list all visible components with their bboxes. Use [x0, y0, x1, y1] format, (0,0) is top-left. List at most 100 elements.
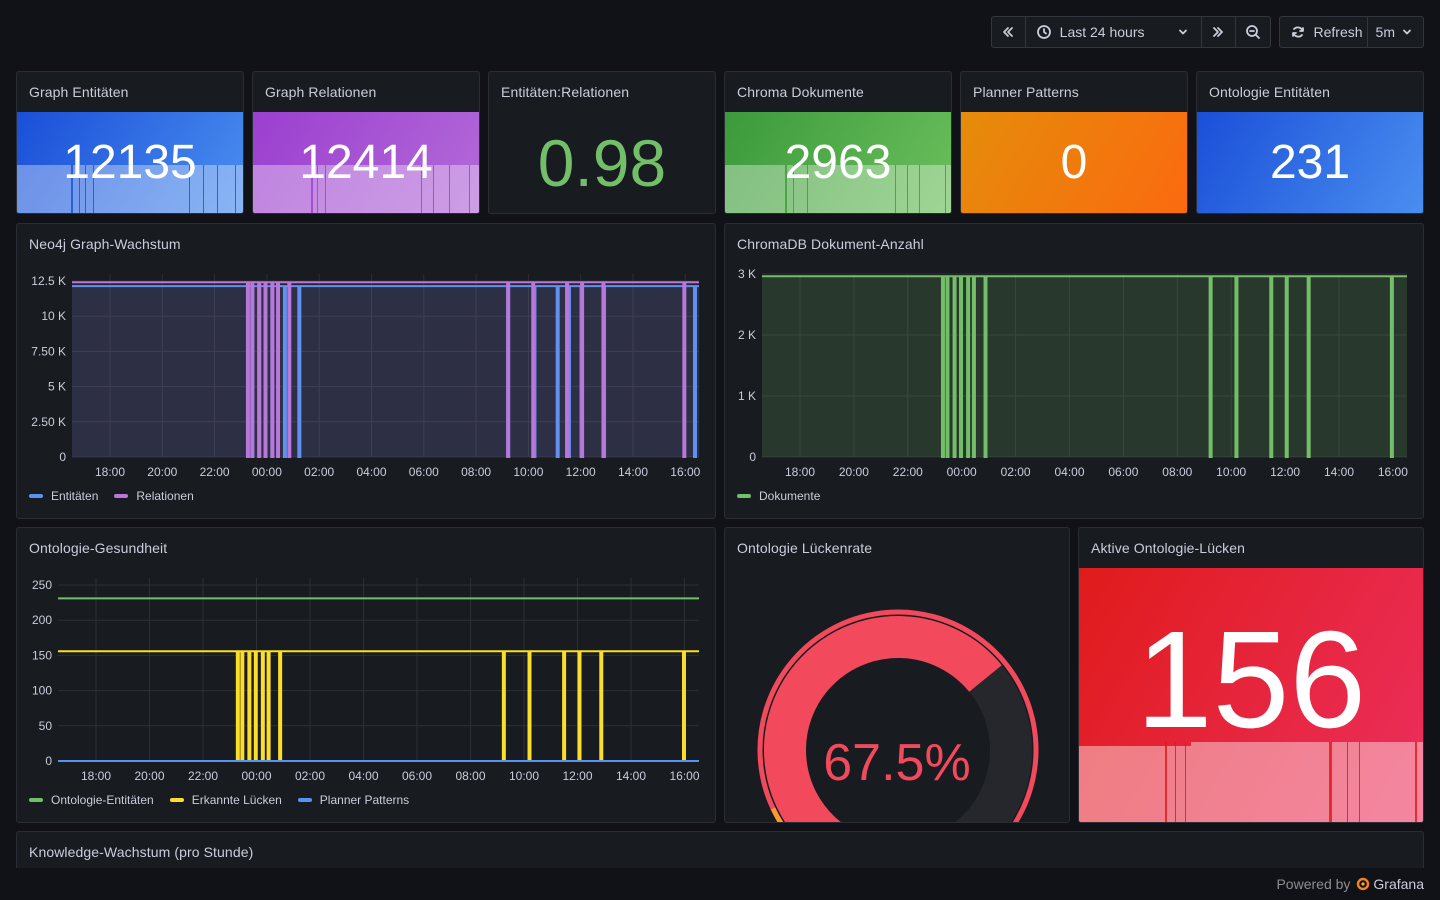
legend-item-relations[interactable]: Relationen [114, 489, 194, 503]
legend-item-ontology-entities[interactable]: Ontologie-Entitäten [29, 793, 154, 807]
panel-title: Ontologie Lückenrate [737, 540, 873, 556]
chevron-down-icon [1403, 29, 1411, 35]
legend-item-detected-gaps[interactable]: Erkannte Lücken [169, 793, 282, 807]
stat-value: 12135 [63, 136, 197, 189]
stat-background: 12135 [17, 112, 243, 213]
x-tick-label: 00:00 [947, 465, 977, 479]
x-tick-label: 08:00 [1162, 465, 1192, 479]
refresh-button[interactable]: Refresh [1280, 17, 1368, 47]
stat-panel-ratio[interactable]: Entitäten:Relationen 0.98 [488, 71, 716, 214]
stat-value: 0.98 [537, 125, 667, 200]
stat-panel-graph-entities[interactable]: Graph Entitäten 12135 [16, 71, 244, 214]
time-shift-back-button[interactable] [992, 17, 1026, 47]
gauge-value: 67.5% [823, 734, 971, 792]
y-tick-label: 12.5 K [31, 274, 66, 288]
x-tick-label: 22:00 [188, 769, 218, 783]
timeseries-panel-neo4j[interactable]: Neo4j Graph-Wachstum 0 2.50 K 5 K 7.50 K 10 … [16, 223, 716, 519]
neo4j-chart: 0 2.50 K 5 K 7.50 K 10 K 12.5 K 18:00 20:00 22:0… [31, 274, 701, 479]
legend-swatch [297, 798, 312, 802]
x-tick-label: 22:00 [893, 465, 923, 479]
panel-title: Graph Relationen [265, 84, 377, 100]
y-tick-label: 100 [32, 684, 52, 698]
stat-panel-ontology-entities[interactable]: Ontologie Entitäten 231 [1196, 71, 1424, 214]
x-tick-label: 12:00 [562, 769, 592, 783]
x-tick-label: 16:00 [670, 465, 700, 479]
y-tick-label: 2.50 K [31, 415, 66, 429]
sparkline [253, 165, 479, 213]
y-tick-label: 7.50 K [31, 344, 66, 358]
series-area [72, 282, 699, 457]
legend-item-entities[interactable]: Entitäten [29, 489, 98, 503]
x-tick-label: 20:00 [134, 769, 164, 783]
x-tick-label: 08:00 [455, 769, 485, 783]
panel-title: Graph Entitäten [29, 84, 129, 100]
x-tick-label: 00:00 [241, 769, 271, 783]
stat-panel-graph-relations[interactable]: Graph Relationen 12414 [252, 71, 480, 214]
stat-value: 12414 [299, 136, 433, 189]
x-tick-label: 20:00 [147, 465, 177, 479]
legend-swatch [114, 494, 129, 498]
y-tick-label: 250 [32, 578, 52, 592]
panel-title: Knowledge-Wachstum (pro Stunde) [29, 844, 254, 860]
y-tick-label: 3 K [738, 267, 756, 281]
x-tick-label: 20:00 [839, 465, 869, 479]
refresh-icon [1291, 26, 1304, 38]
legend-swatch [169, 798, 184, 802]
time-range-label: Last 24 hours [1059, 24, 1145, 40]
x-tick-label: 08:00 [461, 465, 491, 479]
x-tick-label: 14:00 [618, 465, 648, 479]
zoom-out-icon [1245, 25, 1260, 39]
series-area [72, 286, 699, 457]
series-area [762, 276, 1407, 457]
stat-panel-active-gaps[interactable]: Aktive Ontologie-Lücken 156 [1078, 527, 1424, 823]
panel-title: Ontologie-Gesundheit [29, 540, 168, 556]
x-tick-label: 10:00 [1216, 465, 1246, 479]
stat-value: 0 [1060, 136, 1088, 189]
zoom-out-button[interactable] [1236, 17, 1270, 47]
x-tick-label: 22:00 [200, 465, 230, 479]
panel-title: Aktive Ontologie-Lücken [1091, 540, 1246, 556]
sparkline [17, 165, 243, 213]
legend-swatch [29, 494, 43, 498]
time-shift-forward-button[interactable] [1202, 17, 1236, 47]
series-line [72, 281, 699, 458]
legend-label: Relationen [136, 489, 194, 503]
x-tick-label: 18:00 [785, 465, 815, 479]
series-line [762, 275, 1407, 458]
series-line [72, 285, 699, 458]
stat-background: 0.98 [489, 112, 715, 213]
legend-label: Ontologie-Entitäten [51, 793, 154, 807]
legend-swatch [29, 798, 43, 802]
panel-title: Ontologie Entitäten [1209, 84, 1330, 100]
y-tick-label: 5 K [48, 380, 66, 394]
legend-item-planner-patterns[interactable]: Planner Patterns [297, 793, 410, 807]
y-tick-label: 150 [32, 648, 52, 662]
x-tick-label: 04:00 [1054, 465, 1084, 479]
x-tick-label: 10:00 [513, 465, 543, 479]
x-tick-label: 14:00 [1324, 465, 1354, 479]
x-tick-label: 12:00 [566, 465, 596, 479]
y-tick-label: 200 [32, 613, 52, 627]
stat-panel-planner-patterns[interactable]: Planner Patterns 0 [960, 71, 1188, 214]
stat-panel-chroma-docs[interactable]: Chroma Dokumente 2963 [724, 71, 952, 214]
timeseries-panel-chroma[interactable]: ChromaDB Dokument-Anzahl 0 1 K 2 K 3 K 18:00… [724, 223, 1424, 519]
timeseries-panel-ontology-health[interactable]: Ontologie-Gesundheit 0 50 100 150 200 250 18:0… [16, 527, 716, 823]
y-tick-label: 0 [749, 450, 756, 464]
refresh-interval-picker[interactable]: 5m [1368, 17, 1423, 47]
x-tick-label: 18:00 [95, 465, 125, 479]
legend-item-documents[interactable]: Dokumente [737, 489, 820, 503]
y-tick-label: 2 K [738, 328, 756, 342]
time-range-group: Last 24 hours [990, 16, 1271, 48]
grafana-brand[interactable]: Grafana [1356, 876, 1424, 892]
gauge-threshold-orange [770, 807, 784, 822]
legend-label: Dokumente [759, 489, 821, 503]
gauge-panel-gap-rate[interactable]: Ontologie Lückenrate 67.5% [724, 527, 1070, 823]
time-range-picker[interactable]: Last 24 hours [1026, 17, 1202, 47]
x-tick-label: 06:00 [409, 465, 439, 479]
series-line [58, 650, 699, 762]
gauge-threshold-arc [757, 609, 1039, 822]
stat-value: 2963 [784, 136, 892, 189]
time-toolbar: Last 24 hours Refresh 5m [990, 16, 1424, 48]
stat-value: 156 [1135, 602, 1367, 757]
legend-label: Planner Patterns [319, 793, 410, 807]
